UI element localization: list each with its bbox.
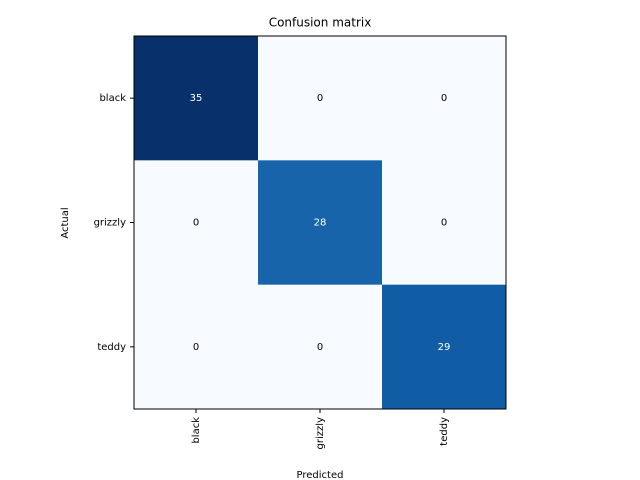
heatmap-cell: [258, 36, 383, 161]
cell-label: 29: [438, 342, 451, 353]
cell-label: 0: [317, 93, 323, 104]
y-axis-label: Actual: [60, 207, 71, 238]
cell-label: 0: [193, 342, 199, 353]
heatmap-cell: [134, 284, 259, 410]
cell-label: 0: [193, 218, 199, 229]
cell-label: 0: [441, 93, 447, 104]
x-tick-label: teddy: [439, 417, 450, 446]
heatmap-cell: [382, 284, 507, 410]
cell-label: 28: [314, 218, 327, 229]
heatmap-cell: [258, 284, 383, 410]
x-tick-label: black: [191, 417, 202, 444]
x-axis-label: Predicted: [297, 470, 344, 480]
chart-title: Confusion matrix: [269, 16, 372, 30]
y-tick-label: teddy: [97, 342, 126, 353]
cell-label: 0: [441, 218, 447, 229]
heatmap-cell: [382, 160, 507, 286]
x-tick-label: grizzly: [315, 417, 326, 450]
cell-label: 0: [317, 342, 323, 353]
heatmap-cell: [134, 36, 259, 161]
y-tick-label: black: [99, 93, 126, 104]
y-tick-label: grizzly: [94, 218, 127, 229]
cell-label: 35: [190, 93, 203, 104]
heatmap-cell: [134, 160, 259, 286]
heatmap-cell: [258, 160, 383, 286]
heatmap-cell: [382, 36, 507, 161]
